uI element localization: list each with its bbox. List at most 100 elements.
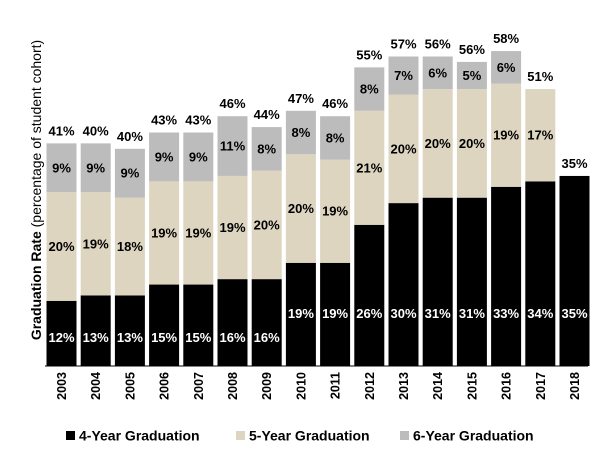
bar-segment-4yr-2008 bbox=[217, 279, 248, 366]
segment-label-5yr-2006: 19% bbox=[151, 225, 177, 240]
x-tick-2003: 2003 bbox=[55, 372, 69, 400]
x-tick-2018: 2018 bbox=[568, 372, 582, 400]
legend: 4-Year Graduation 5-Year Graduation 6-Year… bbox=[66, 428, 534, 444]
bar-segment-5yr-2009 bbox=[251, 170, 282, 280]
bar-segment-6yr-2008 bbox=[217, 116, 248, 176]
segment-label-6yr-2012: 8% bbox=[360, 82, 379, 97]
segment-label-5yr-2009: 20% bbox=[254, 217, 280, 232]
total-label-2011: 46% bbox=[322, 96, 348, 111]
bar-segment-5yr-2010 bbox=[285, 154, 316, 263]
x-tick-2011: 2011 bbox=[329, 372, 343, 399]
total-label-2010: 47% bbox=[288, 91, 314, 106]
segment-label-4yr-2004: 13% bbox=[83, 330, 109, 345]
segment-label-6yr-2005: 9% bbox=[121, 166, 140, 181]
segment-label-4yr-2007: 15% bbox=[185, 330, 211, 345]
bar-segment-5yr-2008 bbox=[217, 175, 248, 280]
segment-label-4yr-2009: 16% bbox=[254, 330, 280, 345]
total-label-2009: 44% bbox=[254, 107, 280, 122]
segment-label-6yr-2010: 8% bbox=[292, 125, 311, 140]
bar-segment-4yr-2007 bbox=[183, 284, 214, 366]
segment-label-5yr-2005: 18% bbox=[117, 239, 143, 254]
bar-segment-6yr-2007 bbox=[183, 132, 214, 182]
x-tick-2017: 2017 bbox=[534, 372, 548, 400]
x-tick-2006: 2006 bbox=[158, 372, 172, 400]
bar-segment-6yr-2004 bbox=[80, 143, 111, 193]
segment-label-4yr-2011: 19% bbox=[322, 306, 348, 321]
total-label-2008: 46% bbox=[219, 96, 245, 111]
segment-label-5yr-2007: 19% bbox=[185, 225, 211, 240]
segment-label-4yr-2006: 15% bbox=[151, 330, 177, 345]
bar-segment-5yr-2005 bbox=[114, 197, 145, 296]
total-label-2004: 40% bbox=[83, 123, 109, 138]
segment-label-4yr-2017: 34% bbox=[527, 306, 553, 321]
segment-label-6yr-2006: 9% bbox=[155, 149, 174, 164]
bar-segment-4yr-2005 bbox=[114, 295, 145, 366]
bar-segment-5yr-2016 bbox=[491, 83, 522, 187]
segment-label-4yr-2018: 35% bbox=[561, 306, 587, 321]
bar-segment-6yr-2012 bbox=[354, 67, 385, 111]
total-label-2015: 56% bbox=[459, 42, 485, 57]
segment-label-5yr-2017: 17% bbox=[527, 128, 553, 143]
total-label-2017: 51% bbox=[527, 69, 553, 84]
x-tick-2012: 2012 bbox=[363, 372, 377, 400]
total-label-2003: 41% bbox=[48, 123, 74, 138]
x-tick-2010: 2010 bbox=[294, 372, 308, 400]
segment-label-6yr-2011: 8% bbox=[326, 130, 345, 145]
legend-swatch-6yr bbox=[400, 431, 409, 440]
segment-label-6yr-2014: 6% bbox=[428, 65, 447, 80]
total-label-2016: 58% bbox=[493, 31, 519, 46]
x-tick-2009: 2009 bbox=[260, 372, 274, 400]
y-axis-label: Graduation Rate (percentage of student c… bbox=[28, 40, 44, 340]
bar-segment-6yr-2011 bbox=[320, 116, 351, 160]
segment-label-6yr-2015: 5% bbox=[463, 68, 482, 83]
x-axis-ticks: 2003 2004 2005 2006 2007 2008 2009 2010 2011 2012… bbox=[55, 372, 582, 400]
segment-label-4yr-2016: 33% bbox=[493, 306, 519, 321]
bar-segment-4yr-2010 bbox=[285, 262, 316, 366]
total-label-2007: 43% bbox=[185, 113, 211, 128]
x-tick-2013: 2013 bbox=[397, 372, 411, 400]
segment-label-4yr-2015: 31% bbox=[459, 306, 485, 321]
segment-label-4yr-2012: 26% bbox=[356, 306, 382, 321]
segment-label-5yr-2011: 19% bbox=[322, 204, 348, 219]
bar-segment-4yr-2014 bbox=[422, 197, 453, 366]
x-tick-2004: 2004 bbox=[89, 372, 103, 400]
total-label-2012: 55% bbox=[356, 47, 382, 62]
bar-segment-6yr-2006 bbox=[149, 132, 180, 182]
bar-segment-4yr-2012 bbox=[354, 224, 385, 366]
x-tick-2015: 2015 bbox=[465, 372, 479, 400]
svg-text:Graduation Rate (percentage of: Graduation Rate (percentage of student c… bbox=[28, 40, 44, 340]
x-tick-2007: 2007 bbox=[192, 372, 206, 400]
bar-segment-4yr-2018 bbox=[559, 175, 590, 366]
segment-label-5yr-2003: 20% bbox=[48, 239, 74, 254]
bar-segment-6yr-2014 bbox=[422, 56, 453, 90]
segment-label-6yr-2009: 8% bbox=[257, 141, 276, 156]
segment-label-5yr-2010: 20% bbox=[288, 201, 314, 216]
bar-segment-5yr-2007 bbox=[183, 181, 214, 285]
segment-label-6yr-2008: 11% bbox=[220, 139, 246, 154]
total-label-2014: 56% bbox=[425, 36, 451, 51]
legend-label-5yr: 5-Year Graduation bbox=[249, 428, 370, 444]
segment-label-6yr-2016: 6% bbox=[497, 60, 516, 75]
bar-segment-4yr-2009 bbox=[251, 279, 282, 366]
bar-segment-5yr-2003 bbox=[46, 192, 77, 301]
bar-segment-6yr-2016 bbox=[491, 51, 522, 84]
segment-label-6yr-2004: 9% bbox=[86, 160, 105, 175]
bar-segment-4yr-2011 bbox=[320, 262, 351, 366]
bar-segment-4yr-2017 bbox=[525, 181, 556, 366]
x-tick-2014: 2014 bbox=[431, 372, 445, 400]
bar-segment-5yr-2015 bbox=[456, 89, 487, 198]
legend-swatch-4yr bbox=[66, 431, 75, 440]
segment-label-6yr-2003: 9% bbox=[52, 160, 71, 175]
segment-label-5yr-2013: 20% bbox=[390, 141, 416, 156]
bar-segment-4yr-2016 bbox=[491, 186, 522, 366]
bars: 12% 20% 9% 41% 13% 19% 9% 40% 13% 18% 9% 40% 15% 19% 9… bbox=[46, 31, 590, 366]
segment-label-6yr-2007: 9% bbox=[189, 149, 208, 164]
bar-segment-5yr-2017 bbox=[525, 89, 556, 182]
x-tick-2005: 2005 bbox=[123, 372, 137, 400]
bar-segment-6yr-2005 bbox=[114, 148, 145, 198]
segment-label-6yr-2013: 7% bbox=[394, 68, 413, 83]
bar-segment-4yr-2015 bbox=[456, 197, 487, 366]
bar-segment-5yr-2014 bbox=[422, 89, 453, 198]
segment-label-4yr-2003: 12% bbox=[48, 330, 74, 345]
